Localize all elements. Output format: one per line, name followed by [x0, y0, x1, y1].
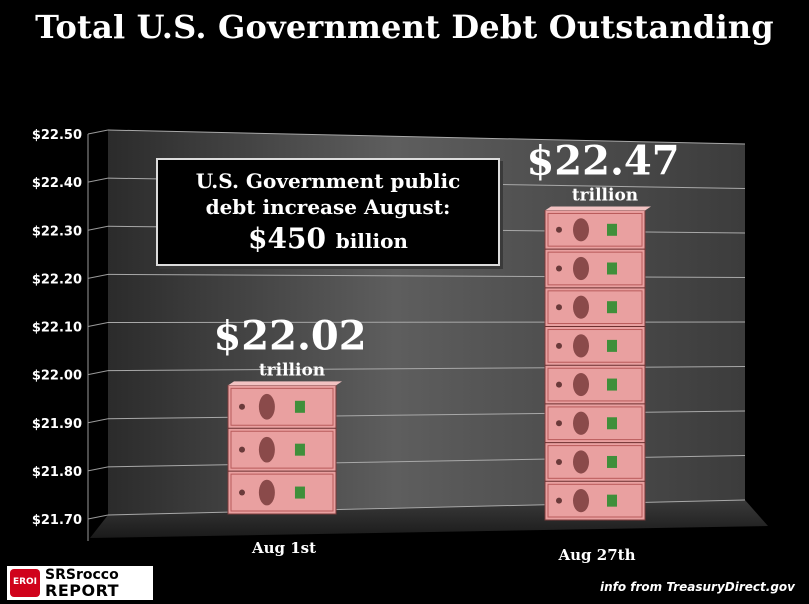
bill-green-seal [607, 223, 617, 236]
bill-border [230, 387, 334, 426]
value-label: $22.02 [213, 312, 366, 359]
bill-border [230, 473, 334, 512]
bill-border [547, 212, 643, 247]
bill-border [547, 445, 643, 479]
srsrocco-logo: EROI SRSrocco REPORT [6, 565, 154, 601]
bill-seal [556, 304, 562, 311]
bill-seal [556, 381, 562, 388]
gridline-depth [87, 177, 109, 183]
bill-portrait [573, 218, 589, 242]
bill-portrait [573, 334, 589, 358]
bars [227, 206, 651, 521]
y-tick-label: $21.80 [32, 465, 82, 480]
bill-green-seal [294, 443, 305, 456]
bill-seal [556, 458, 562, 465]
gridline-depth [87, 273, 109, 279]
gridline-depth [87, 418, 109, 424]
callout-line-1: U.S. Government public [195, 169, 461, 193]
logo-brand-line-2: REPORT [45, 581, 120, 600]
callout-amount-line: $450 billion [158, 220, 498, 260]
bar-1 [227, 381, 342, 515]
gridline-depth [87, 322, 109, 327]
bill-portrait [573, 372, 589, 397]
y-tick-label: $22.20 [32, 272, 82, 287]
debt-increase-callout: U.S. Government public debt increase Aug… [156, 158, 500, 266]
bar-2 [544, 206, 651, 521]
bill-seal [556, 265, 562, 272]
y-tick-label: $22.10 [32, 321, 82, 336]
eroi-badge: EROI [10, 569, 40, 597]
bill-border [547, 290, 643, 325]
bill-border [547, 329, 643, 363]
bill-border [547, 483, 643, 518]
bill-seal [239, 446, 245, 453]
callout-line-2: debt increase August: [205, 195, 451, 219]
bill-green-seal [607, 262, 617, 275]
gridline-depth [87, 514, 109, 520]
bill-portrait [573, 256, 589, 281]
gridline [107, 129, 746, 145]
bill-portrait [573, 489, 589, 513]
bill-border [547, 251, 643, 286]
bill-seal [556, 342, 562, 349]
bill-seal [239, 489, 245, 496]
bill-seal [556, 420, 562, 427]
bill-green-seal [607, 494, 617, 507]
bill-portrait [573, 450, 589, 474]
bill-green-seal [294, 486, 305, 499]
gridline-depth [87, 225, 109, 231]
bill-green-seal [607, 417, 617, 430]
eroi-badge-text: EROI [12, 577, 38, 587]
bill-green-seal [607, 455, 617, 468]
value-unit-label: trillion [572, 185, 638, 205]
y-tick-label: $21.90 [32, 417, 82, 432]
logo-brand-line-1: SRSrocco [45, 567, 119, 583]
bar-top-face [545, 206, 651, 211]
source-credit: info from TreasuryDirect.gov [599, 580, 795, 594]
x-axis: Aug 1st Aug 27th [251, 539, 636, 564]
bill-border [547, 367, 643, 402]
bill-border [230, 430, 334, 469]
callout-amount-unit: billion [335, 229, 408, 253]
gridline-depth [87, 466, 109, 472]
gridline-depth [87, 370, 109, 376]
bill-green-seal [294, 400, 305, 413]
gridline [107, 321, 746, 323]
bill-seal [556, 497, 562, 504]
callout-amount: $450 [248, 222, 326, 255]
bill-seal [556, 226, 562, 233]
bill-portrait [573, 411, 589, 435]
y-tick-label: $22.30 [32, 224, 82, 239]
y-axis: $21.70 $21.80 $21.90 $22.00 $22.10 $22.20 $22.… [32, 128, 89, 541]
y-tick-label: $22.40 [32, 176, 82, 191]
value-label: $22.47 [526, 137, 679, 184]
bill-portrait [258, 479, 275, 506]
bill-seal [239, 403, 245, 410]
bill-portrait [573, 295, 589, 319]
bill-green-seal [607, 301, 617, 314]
y-tick-label: $21.70 [32, 513, 82, 528]
y-tick-label: $22.50 [32, 128, 82, 143]
chart-title: Total U.S. Government Debt Outstanding [35, 8, 774, 46]
x-tick-label: Aug 1st [251, 539, 316, 557]
x-tick-label: Aug 27th [558, 546, 636, 564]
bill-green-seal [607, 378, 617, 391]
gridline-depth [87, 129, 109, 135]
bar-top-face [228, 381, 342, 386]
bill-portrait [258, 393, 275, 420]
bill-green-seal [607, 339, 617, 352]
bill-portrait [258, 436, 275, 463]
y-tick-label: $22.00 [32, 369, 82, 384]
bill-border [547, 406, 643, 441]
value-unit-label: trillion [259, 360, 325, 380]
